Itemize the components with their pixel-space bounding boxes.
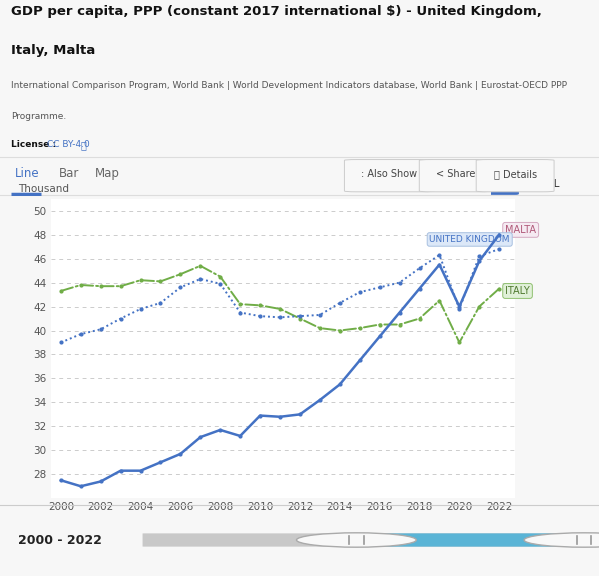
FancyBboxPatch shape xyxy=(344,160,434,192)
Text: : Also Show: : Also Show xyxy=(361,169,418,179)
Text: Italy, Malta: Italy, Malta xyxy=(11,44,95,56)
FancyBboxPatch shape xyxy=(355,533,585,547)
Text: CC BY-4.0: CC BY-4.0 xyxy=(47,140,89,149)
Text: UNITED KINGDOM: UNITED KINGDOM xyxy=(429,235,510,244)
Text: ✓: ✓ xyxy=(498,179,506,190)
FancyBboxPatch shape xyxy=(486,174,519,195)
Circle shape xyxy=(524,533,599,547)
Text: < Share: < Share xyxy=(435,169,475,179)
Text: ITALY: ITALY xyxy=(505,286,530,296)
FancyBboxPatch shape xyxy=(143,533,585,547)
FancyBboxPatch shape xyxy=(419,160,491,192)
Circle shape xyxy=(297,533,416,547)
Text: GDP per capita, PPP (constant 2017 international $) - United Kingdom,: GDP per capita, PPP (constant 2017 inter… xyxy=(11,5,541,18)
Text: Map: Map xyxy=(95,167,120,180)
Text: International Comparison Program, World Bank | World Development Indicators data: International Comparison Program, World … xyxy=(11,81,567,90)
Text: License :: License : xyxy=(11,140,59,149)
Text: Thousand: Thousand xyxy=(19,184,69,194)
Text: 2000 - 2022: 2000 - 2022 xyxy=(18,533,102,547)
FancyBboxPatch shape xyxy=(476,160,554,192)
Text: Bar: Bar xyxy=(59,167,79,180)
Text: MALTA: MALTA xyxy=(505,225,536,235)
Text: ⓘ Details: ⓘ Details xyxy=(494,169,537,179)
Text: Programme.: Programme. xyxy=(11,112,66,121)
Text: Line: Line xyxy=(15,167,40,180)
Text: LABEL: LABEL xyxy=(527,179,559,190)
Text: ⓘ: ⓘ xyxy=(81,140,87,150)
